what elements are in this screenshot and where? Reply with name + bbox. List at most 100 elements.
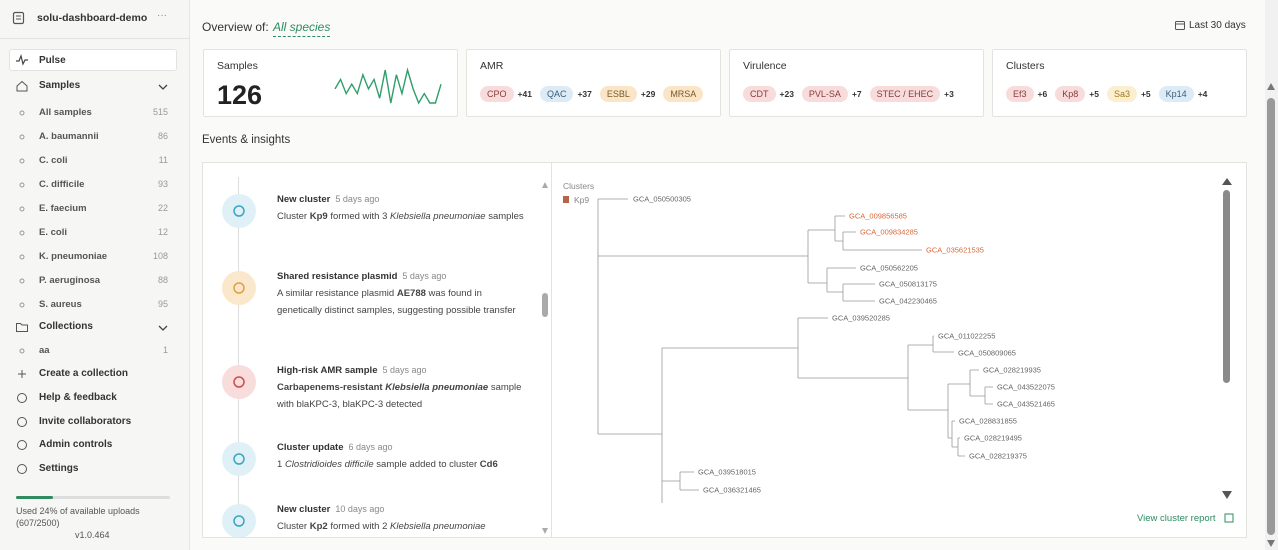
species-link[interactable]: A. baumannii: [39, 131, 99, 142]
event-head: Cluster update 6 days ago: [277, 442, 527, 453]
event-text: 1: [277, 459, 285, 470]
workspace-icon: [12, 11, 25, 25]
event-text: samples: [485, 211, 524, 222]
workspace-menu[interactable]: ···: [157, 10, 167, 21]
species-count: 12: [157, 227, 168, 237]
event-head: New cluster 10 days ago: [277, 504, 527, 515]
species-count: 515: [152, 107, 168, 117]
tag[interactable]: CPO: [480, 86, 514, 102]
nav-action[interactable]: Help & feedback: [39, 391, 117, 403]
species-link[interactable]: E. faecium: [39, 203, 87, 214]
event-description: Cluster Kp9 formed with 3 Klebsiella pne…: [277, 208, 527, 225]
tag-change: +37: [577, 89, 592, 99]
nav-samples[interactable]: Samples: [39, 80, 81, 91]
species-link[interactable]: All samples: [39, 107, 92, 118]
tag[interactable]: Sa3: [1106, 86, 1137, 102]
event-text: AE788: [396, 288, 426, 299]
event-head: High-risk AMR sample 5 days ago: [277, 365, 527, 376]
event-title: New cluster: [277, 504, 331, 515]
date-range[interactable]: Last 30 days: [1189, 20, 1246, 31]
species-link[interactable]: E. coli: [39, 227, 67, 238]
summary-card[interactable]: Samples 126: [203, 49, 458, 117]
tag[interactable]: QAC: [539, 86, 574, 102]
page-scroll-thumb[interactable]: [1267, 98, 1275, 535]
species-link[interactable]: P. aeruginosa: [39, 275, 101, 286]
event-text: Kp9: [309, 211, 328, 222]
event[interactable]: Cluster update 6 days ago 1 Clostridioides…: [277, 442, 527, 473]
event-time: 5 days ago: [335, 194, 380, 204]
nav-icon: [16, 80, 28, 92]
bullet: [19, 254, 25, 260]
tag[interactable]: Kp8: [1055, 86, 1086, 102]
tag-row: CDT +23 PVL-SA +7 STEC / EHEC +3: [743, 86, 954, 102]
page-scroll-up[interactable]: [1267, 83, 1275, 90]
event[interactable]: New cluster 5 days ago Cluster Kp9 formed …: [277, 194, 527, 225]
summary-card[interactable]: Clusters Ef3 +6 Kp8 +5 Sa3 +5 Kp14 +4: [992, 49, 1247, 117]
active-nav[interactable]: [9, 49, 177, 71]
bullet: [19, 206, 25, 212]
timeline: [238, 177, 239, 537]
icon-glyph: [233, 205, 245, 217]
icon-shape: [17, 416, 27, 427]
version: v1.0.464: [75, 530, 110, 540]
tag[interactable]: CDT: [743, 86, 776, 102]
event[interactable]: High-risk AMR sample 5 days ago Carbapenem…: [277, 365, 527, 413]
event-title: New cluster: [277, 194, 331, 205]
bullet: [19, 182, 25, 188]
event-time: 10 days ago: [335, 504, 385, 514]
summary-card[interactable]: Virulence CDT +23 PVL-SA +7 STEC / EHEC +3: [729, 49, 984, 117]
nav-icon: [17, 392, 27, 403]
bullet: [19, 134, 25, 140]
tag[interactable]: PVL-SA: [801, 86, 848, 102]
event[interactable]: New cluster 10 days ago Cluster Kp2 formed…: [277, 504, 527, 535]
card-value: 126: [217, 80, 263, 110]
tag[interactable]: STEC / EHEC: [869, 86, 941, 102]
nav-icon: [18, 370, 26, 378]
nav-action[interactable]: Invite collaborators: [39, 415, 132, 427]
tag[interactable]: Kp14: [1158, 86, 1194, 102]
tag[interactable]: Ef3: [1006, 86, 1034, 102]
nav-icon: [17, 440, 27, 451]
icon-glyph: [233, 453, 245, 465]
collection-link[interactable]: aa: [39, 345, 50, 356]
tag[interactable]: ESBL: [599, 86, 637, 102]
sparkline-line: [334, 67, 442, 105]
cluster-report-link[interactable]: View cluster report: [1137, 513, 1216, 524]
summary-card[interactable]: AMR CPO +41 QAC +37 ESBL +29 MRSA: [466, 49, 721, 117]
bullet: [19, 302, 25, 308]
events-list: New cluster 5 days ago Cluster Kp9 formed …: [203, 163, 550, 537]
usage-text: Used 24% of available uploads: [16, 506, 140, 516]
event[interactable]: Shared resistance plasmid 5 days ago A sim…: [277, 271, 527, 319]
species-link[interactable]: C. difficile: [39, 179, 85, 190]
event-text: Cluster: [277, 521, 310, 532]
species-link[interactable]: C. coli: [39, 155, 68, 166]
icon-shape: [17, 464, 27, 475]
icon-shape: [16, 80, 28, 92]
nav-icon: [17, 464, 27, 475]
tag[interactable]: MRSA: [663, 86, 704, 102]
tag-change: +5: [1089, 89, 1099, 99]
page-scroll-down[interactable]: [1267, 540, 1275, 547]
tag-change: +23: [779, 89, 794, 99]
card-title: AMR: [480, 60, 504, 72]
event-icon: [222, 365, 256, 399]
nav-action[interactable]: Settings: [39, 463, 79, 475]
chevron-shape: [158, 325, 168, 331]
event-title: Cluster update: [277, 442, 344, 453]
species-link[interactable]: S. aureus: [39, 299, 82, 310]
nav-action[interactable]: Create a collection: [39, 368, 128, 379]
nav-icon: [19, 348, 25, 354]
scope-selector[interactable]: All species: [273, 20, 331, 37]
tag-change: +29: [640, 89, 656, 99]
species-link[interactable]: K. pneumoniae: [39, 251, 108, 262]
nav-collections[interactable]: Collections: [39, 321, 93, 332]
nav-action[interactable]: Admin controls: [39, 439, 113, 451]
tag-change: +6: [1037, 89, 1048, 99]
workspace-name[interactable]: solu-dashboard-demo: [37, 12, 148, 24]
species-count: 108: [152, 251, 168, 261]
event-text: A similar resistance plasmid: [277, 288, 397, 299]
divider: [0, 38, 189, 39]
calendar-icon: [1175, 21, 1185, 30]
nav-pulse[interactable]: Pulse: [39, 55, 66, 66]
species-count: 11: [158, 155, 168, 165]
